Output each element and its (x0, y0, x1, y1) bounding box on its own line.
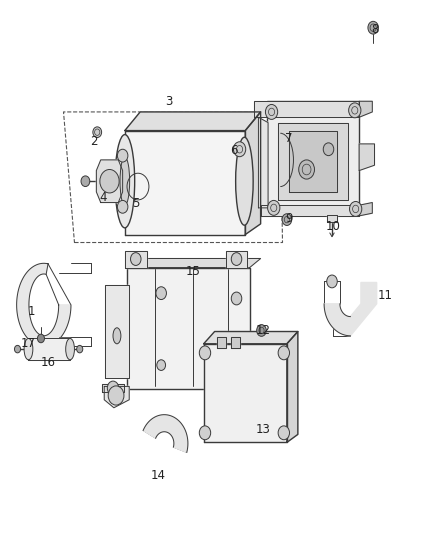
Polygon shape (267, 101, 359, 213)
Polygon shape (125, 131, 245, 235)
Circle shape (226, 381, 238, 395)
Text: 4: 4 (99, 191, 107, 204)
Polygon shape (28, 338, 70, 360)
Text: 15: 15 (185, 265, 200, 278)
Polygon shape (102, 384, 124, 392)
Polygon shape (127, 268, 250, 389)
Polygon shape (125, 251, 147, 268)
Circle shape (117, 200, 128, 213)
Circle shape (265, 104, 278, 119)
Circle shape (77, 345, 83, 353)
Polygon shape (143, 415, 188, 453)
Circle shape (131, 253, 141, 265)
Polygon shape (231, 337, 240, 348)
Ellipse shape (115, 134, 134, 228)
Polygon shape (261, 205, 359, 216)
Circle shape (350, 201, 362, 216)
Polygon shape (104, 386, 129, 408)
Ellipse shape (24, 338, 33, 360)
Polygon shape (96, 160, 123, 203)
Text: 5: 5 (132, 197, 139, 210)
Polygon shape (217, 337, 226, 348)
Circle shape (199, 426, 211, 440)
Polygon shape (125, 112, 261, 131)
Circle shape (117, 149, 128, 162)
Circle shape (157, 360, 166, 370)
Circle shape (199, 346, 211, 360)
Text: 1: 1 (28, 305, 35, 318)
Text: 8: 8 (371, 23, 378, 36)
Circle shape (299, 160, 314, 179)
Circle shape (108, 386, 124, 405)
Polygon shape (221, 384, 243, 392)
Text: 12: 12 (255, 324, 270, 337)
Circle shape (323, 143, 334, 156)
Ellipse shape (236, 137, 253, 225)
Text: 10: 10 (325, 220, 340, 233)
Text: 14: 14 (150, 469, 165, 482)
Text: 9: 9 (285, 212, 293, 225)
Polygon shape (204, 332, 298, 344)
Ellipse shape (113, 328, 121, 344)
Circle shape (156, 287, 166, 300)
Polygon shape (359, 101, 372, 117)
Circle shape (327, 275, 337, 288)
Polygon shape (204, 344, 287, 442)
Circle shape (349, 103, 361, 118)
Circle shape (268, 200, 280, 215)
Polygon shape (258, 117, 268, 208)
Circle shape (257, 325, 266, 336)
Polygon shape (324, 282, 377, 336)
Text: 16: 16 (41, 356, 56, 369)
Polygon shape (289, 131, 337, 192)
Circle shape (233, 142, 246, 157)
Polygon shape (278, 123, 348, 200)
Ellipse shape (66, 338, 74, 360)
Polygon shape (226, 251, 247, 268)
Text: 6: 6 (230, 144, 238, 157)
Polygon shape (327, 215, 337, 222)
Polygon shape (17, 263, 71, 346)
Circle shape (278, 426, 290, 440)
Circle shape (107, 381, 119, 395)
Polygon shape (245, 112, 261, 235)
Text: 7: 7 (285, 132, 293, 145)
Circle shape (231, 292, 242, 305)
Polygon shape (287, 332, 298, 442)
Circle shape (14, 345, 21, 353)
Polygon shape (127, 259, 261, 268)
Circle shape (93, 127, 102, 138)
Circle shape (81, 176, 90, 187)
Circle shape (278, 346, 290, 360)
Polygon shape (105, 285, 129, 378)
Ellipse shape (120, 157, 130, 205)
Circle shape (100, 169, 119, 193)
Circle shape (368, 21, 378, 34)
Polygon shape (359, 144, 374, 171)
Circle shape (282, 214, 292, 225)
Text: 17: 17 (21, 337, 36, 350)
Circle shape (38, 334, 45, 343)
Text: 2: 2 (90, 135, 98, 148)
Circle shape (231, 253, 242, 265)
Text: 13: 13 (255, 423, 270, 435)
Polygon shape (254, 101, 359, 117)
Text: 3: 3 (165, 95, 172, 108)
Text: 11: 11 (378, 289, 393, 302)
Polygon shape (359, 203, 372, 216)
